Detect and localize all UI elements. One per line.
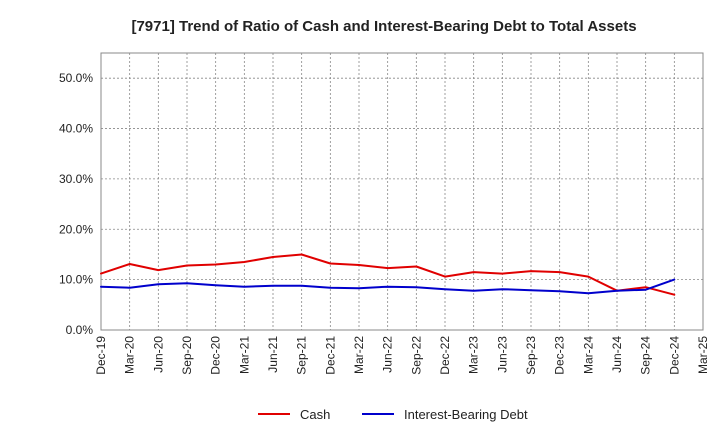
x-tick-label: Dec-21	[323, 336, 337, 375]
chart-title: [7971] Trend of Ratio of Cash and Intere…	[131, 18, 636, 35]
y-tick-label: 0.0%	[66, 323, 94, 337]
x-tick-label: Jun-21	[266, 336, 280, 373]
x-tick-label: Sep-22	[409, 336, 423, 375]
x-tick-label: Sep-21	[295, 336, 309, 375]
x-tick-label: Jun-20	[151, 336, 165, 373]
x-tick-label: Mar-20	[123, 336, 137, 374]
y-tick-label: 40.0%	[59, 122, 93, 136]
x-tick-label: Dec-24	[667, 336, 681, 375]
x-tick-label: Sep-24	[639, 336, 653, 375]
x-tick-label: Sep-23	[524, 336, 538, 375]
x-tick-label: Dec-19	[94, 336, 108, 375]
x-tick-label: Jun-23	[495, 336, 509, 373]
x-tick-label: Jun-24	[610, 336, 624, 373]
legend-label-interest-bearing-debt: Interest-Bearing Debt	[404, 407, 528, 422]
legend: Cash Interest-Bearing Debt	[258, 407, 528, 422]
x-tick-label: Mar-22	[352, 336, 366, 374]
x-tick-label: Jun-22	[381, 336, 395, 373]
y-tick-label: 20.0%	[59, 222, 93, 236]
x-tick-label: Mar-23	[467, 336, 481, 374]
x-tick-label: Sep-20	[180, 336, 194, 375]
y-tick-label: 10.0%	[59, 273, 93, 287]
x-tick-label: Dec-23	[553, 336, 567, 375]
axis-layer: 0.0% 10.0% 20.0% 30.0% 40.0% 50.0% Dec-19 Mar-2…	[59, 53, 710, 375]
x-tick-label: Dec-22	[438, 336, 452, 375]
y-tick-label: 50.0%	[59, 71, 93, 85]
y-tick-label: 30.0%	[59, 172, 93, 186]
x-tick-label: Mar-24	[581, 336, 595, 374]
legend-label-cash: Cash	[300, 407, 330, 422]
x-tick-label: Mar-21	[237, 336, 251, 374]
x-tick-label: Dec-20	[209, 336, 223, 375]
x-tick-label: Mar-25	[696, 336, 710, 374]
